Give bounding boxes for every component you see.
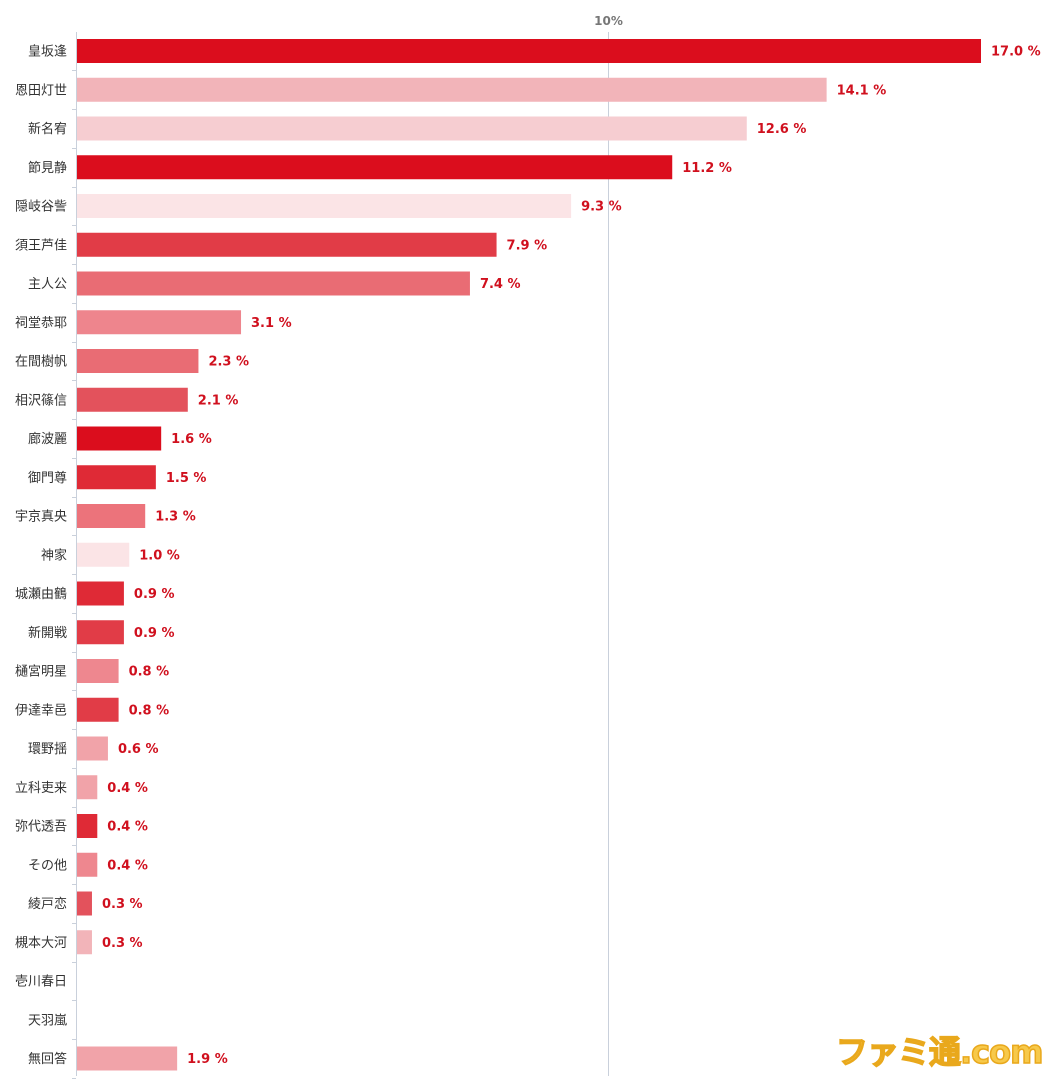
category-label: 在間樹帆 [15, 355, 67, 370]
value-label: 0.3 % [102, 936, 143, 951]
bar [77, 194, 572, 218]
bar [77, 659, 119, 683]
category-label: 隠岐谷訾 [15, 200, 67, 215]
value-label: 0.8 % [129, 703, 170, 718]
category-label: 新名宥 [28, 121, 67, 137]
category-label: 伊達幸邑 [15, 703, 67, 718]
category-label: 環野揺 [28, 742, 67, 757]
bar [77, 775, 98, 800]
category-label: 宇京真央 [15, 510, 67, 525]
value-label: 12.6 % [757, 122, 807, 137]
bar [77, 39, 981, 63]
bar [77, 542, 130, 567]
bar [77, 232, 497, 257]
bar [77, 736, 108, 761]
bar [77, 310, 242, 335]
category-label: 皇坂逢 [28, 45, 67, 60]
bar [77, 271, 470, 296]
value-label: 9.3 % [581, 200, 622, 215]
category-label: 御門尊 [28, 470, 67, 486]
value-label: 17.0 % [991, 45, 1041, 60]
value-label: 11.2 % [682, 161, 732, 176]
labels-layer: 10% 皇坂逢 17.0 % 恩田灯世 14.1 % 新名宥 12.6 % 節見静 11.2 %… [15, 14, 1041, 1067]
category-label: 壱川春日 [15, 975, 67, 990]
value-label: 7.9 % [507, 238, 548, 253]
bar [77, 349, 199, 373]
category-label: 立科吏来 [15, 780, 67, 796]
category-label: 新開戦 [28, 625, 67, 641]
bar [77, 155, 673, 180]
category-label: 城瀬由鶴 [15, 586, 67, 602]
value-label: 3.1 % [251, 316, 292, 331]
value-label: 1.0 % [139, 548, 180, 563]
category-label: 樋宮明星 [15, 664, 67, 680]
bar [77, 465, 156, 490]
bar [77, 620, 124, 645]
value-label: 0.9 % [134, 626, 175, 641]
value-label: 0.8 % [129, 665, 170, 680]
category-label: 綾戸恋 [28, 896, 67, 912]
value-label: 1.5 % [166, 471, 207, 486]
bar [77, 581, 124, 606]
value-label: 2.1 % [198, 393, 239, 408]
category-label: その他 [28, 858, 67, 873]
value-label: 0.4 % [107, 858, 148, 873]
category-label: 祠堂恭耶 [15, 316, 67, 331]
bar [77, 852, 98, 877]
x-tick-label: 10% [594, 14, 623, 28]
value-label: 1.9 % [187, 1052, 228, 1067]
bar [77, 77, 827, 102]
category-label: 槻本大河 [15, 935, 67, 951]
value-label: 7.4 % [480, 277, 521, 292]
category-label: 恩田灯世 [15, 83, 67, 98]
bar [77, 697, 119, 722]
bar [77, 116, 747, 141]
famitsu-watermark-logo: ファミ通.com [835, 1032, 1044, 1072]
value-label: 0.4 % [107, 781, 148, 796]
category-label: 主人公 [28, 277, 67, 292]
value-label: 0.6 % [118, 742, 159, 757]
category-label: 無回答 [28, 1051, 67, 1067]
bar [77, 930, 92, 955]
grid-layer [72, 32, 609, 1079]
value-label: 2.3 % [208, 355, 249, 370]
category-label: 相沢篠信 [15, 393, 67, 408]
category-label: 神家 [41, 547, 67, 563]
bars-layer [77, 39, 981, 1071]
value-label: 1.6 % [171, 432, 212, 447]
value-label: 0.3 % [102, 897, 143, 912]
bar [77, 814, 98, 838]
value-label: 0.4 % [107, 820, 148, 835]
value-label: 0.9 % [134, 587, 175, 602]
bar [77, 426, 162, 451]
value-label: 1.3 % [155, 510, 196, 525]
value-label: 14.1 % [837, 83, 887, 98]
bar [77, 504, 146, 528]
bar [77, 1046, 178, 1071]
category-label: 弥代透吾 [15, 819, 67, 835]
bar [77, 387, 188, 412]
category-label: 節見静 [28, 161, 67, 176]
category-label: 天羽嵐 [28, 1013, 67, 1028]
bar [77, 891, 92, 916]
category-label: 須王芦佳 [15, 238, 67, 253]
category-label: 廊波麗 [28, 431, 67, 447]
